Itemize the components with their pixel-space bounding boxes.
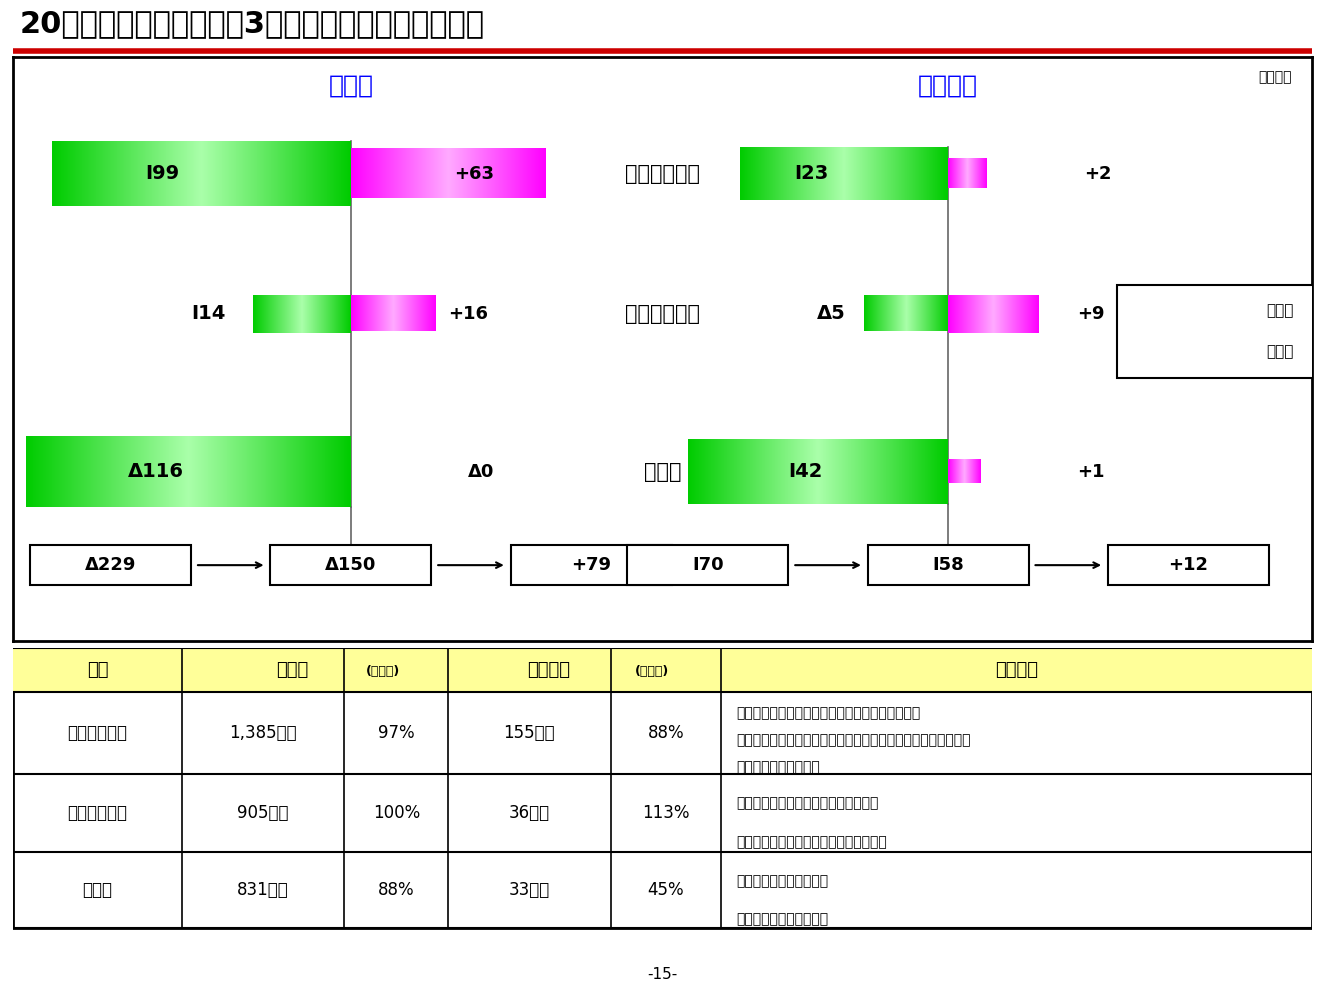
Text: 生産現場の稼働率向上と歩留まりの改善: 生産現場の稼働率向上と歩留まりの改善 [737,835,888,850]
Text: Ι58: Ι58 [933,557,965,575]
Text: 20年通期計画　国内主力3事業の業績増減（前年差）: 20年通期計画 国内主力3事業の業績増減（前年差） [20,9,485,39]
Text: Δ116: Δ116 [129,462,184,481]
Text: 業務用: 業務用 [1267,344,1293,359]
FancyBboxPatch shape [1117,284,1325,378]
Text: Δ5: Δ5 [818,304,845,323]
Text: 調理・調味料: 調理・調味料 [625,164,700,184]
Text: Δ0: Δ0 [468,462,494,481]
Text: 33億円: 33億円 [509,882,550,900]
Text: +1: +1 [1077,462,1105,481]
Text: 155億円: 155億円 [504,725,555,743]
Text: Δ150: Δ150 [325,557,376,575]
Text: 業務用は「調味料への集中」と「テイクアウト・デリバリー」: 業務用は「調味料への集中」と「テイクアウト・デリバリー」 [737,733,971,746]
Text: 家庭用マヨネーズは万能調味料化を軸に継続伸長: 家庭用マヨネーズは万能調味料化を軸に継続伸長 [737,706,921,720]
Text: 88%: 88% [648,725,684,743]
Text: 36億円: 36億円 [509,804,550,822]
Text: 113%: 113% [643,804,689,822]
Text: 売上高: 売上高 [329,74,374,97]
Text: タマゴ: タマゴ [82,882,113,900]
Text: +12: +12 [1169,557,1208,575]
Text: 97%: 97% [378,725,415,743]
Text: 831億円: 831億円 [237,882,289,900]
FancyBboxPatch shape [270,546,432,585]
Text: で、新たな収益を獲得: で、新たな収益を獲得 [737,760,820,774]
Text: 事業利益: 事業利益 [527,661,570,679]
FancyBboxPatch shape [628,546,788,585]
Text: サラダ・惣菜: サラダ・惣菜 [68,804,127,822]
Text: （億円）: （億円） [1259,71,1292,84]
Text: -15-: -15- [648,967,677,982]
Text: (前年比): (前年比) [366,665,400,678]
FancyBboxPatch shape [30,546,191,585]
Text: Ι70: Ι70 [692,557,723,575]
FancyBboxPatch shape [1108,546,1269,585]
FancyBboxPatch shape [868,546,1028,585]
Text: Δ229: Δ229 [85,557,136,575]
Text: +9: +9 [1077,305,1105,323]
Text: Ι99: Ι99 [146,164,180,183]
Text: Ι42: Ι42 [788,462,823,481]
Text: 主な要因: 主な要因 [995,661,1037,679]
Text: 調理・調味料: 調理・調味料 [68,725,127,743]
Text: 1,385億円: 1,385億円 [229,725,297,743]
Text: +63: +63 [454,165,494,183]
Text: 事業利益: 事業利益 [918,74,978,97]
Text: +79: +79 [571,557,611,575]
Text: Ι14: Ι14 [191,304,225,323]
Text: 家庭用タマゴ商品の拡売: 家庭用タマゴ商品の拡売 [737,874,828,888]
Text: 事業: 事業 [87,661,109,679]
Text: 日持ち商品の拡充と練りサラダの拡売: 日持ち商品の拡充と練りサラダの拡売 [737,796,878,810]
Text: 88%: 88% [378,882,415,900]
Text: サラダ・惣菜: サラダ・惣菜 [625,304,700,324]
Text: タマゴ: タマゴ [644,461,681,482]
Text: (前年比): (前年比) [635,665,669,678]
Text: Ι23: Ι23 [795,164,829,183]
FancyBboxPatch shape [510,546,672,585]
Text: 100%: 100% [372,804,420,822]
Text: 45%: 45% [648,882,684,900]
Bar [13,648,1312,692]
Text: 売上高: 売上高 [276,661,307,679]
Text: 生産再編メリットの創出: 生産再編メリットの創出 [737,911,828,925]
Text: 家庭用: 家庭用 [1267,303,1293,318]
Text: +16: +16 [448,305,488,323]
Text: +2: +2 [1084,165,1112,183]
Text: 905億円: 905億円 [237,804,289,822]
